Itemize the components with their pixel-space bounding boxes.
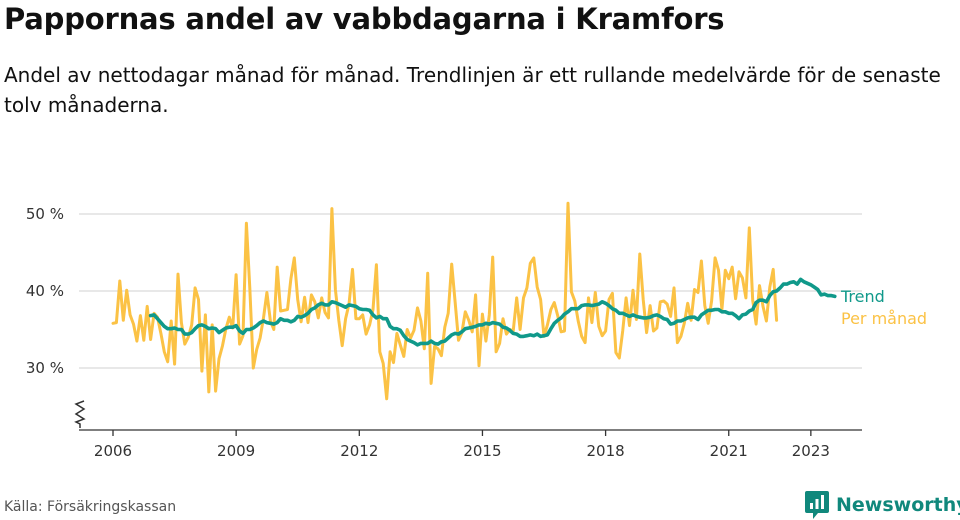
x-tick-label: 2018 [587, 442, 625, 460]
x-tick-label: 2009 [217, 442, 255, 460]
newsworthy-logo-icon [805, 491, 829, 519]
chart-subtitle: Andel av nettodagar månad för månad. Tre… [4, 63, 941, 117]
trend-line [148, 277, 837, 347]
x-tick-label: 2006 [94, 442, 132, 460]
x-tick-label: 2012 [340, 442, 378, 460]
legend-label-trend: Trend [840, 287, 885, 306]
chart-title: Pappornas andel av vabbdagarna i Kramfor… [4, 2, 725, 36]
monthly-line [111, 201, 779, 401]
newsworthy-brand[interactable]: Newsworthy [804, 490, 960, 520]
y-tick-label: 50 % [26, 205, 64, 223]
data-series [111, 201, 837, 401]
line-chart: 30 % 40 % 50 % 2006 2009 2012 2015 2018 2021 202… [26, 201, 927, 460]
legend: Per månad Trend [840, 287, 927, 328]
legend-label-per-manad: Per månad [841, 309, 927, 328]
x-tick-label: 2021 [710, 442, 748, 460]
y-tick-label: 30 % [26, 359, 64, 377]
y-axis-ticks: 30 % 40 % 50 % [26, 205, 64, 377]
x-tick-label: 2023 [792, 442, 830, 460]
source-note: Källa: Försäkringskassan [4, 499, 177, 515]
brand-name: Newsworthy [836, 494, 960, 516]
x-tick-label: 2015 [463, 442, 501, 460]
y-axis-break-icon [74, 400, 86, 428]
y-tick-label: 40 % [26, 282, 64, 300]
x-axis: 2006 2009 2012 2015 2018 2021 2023 [79, 429, 862, 460]
